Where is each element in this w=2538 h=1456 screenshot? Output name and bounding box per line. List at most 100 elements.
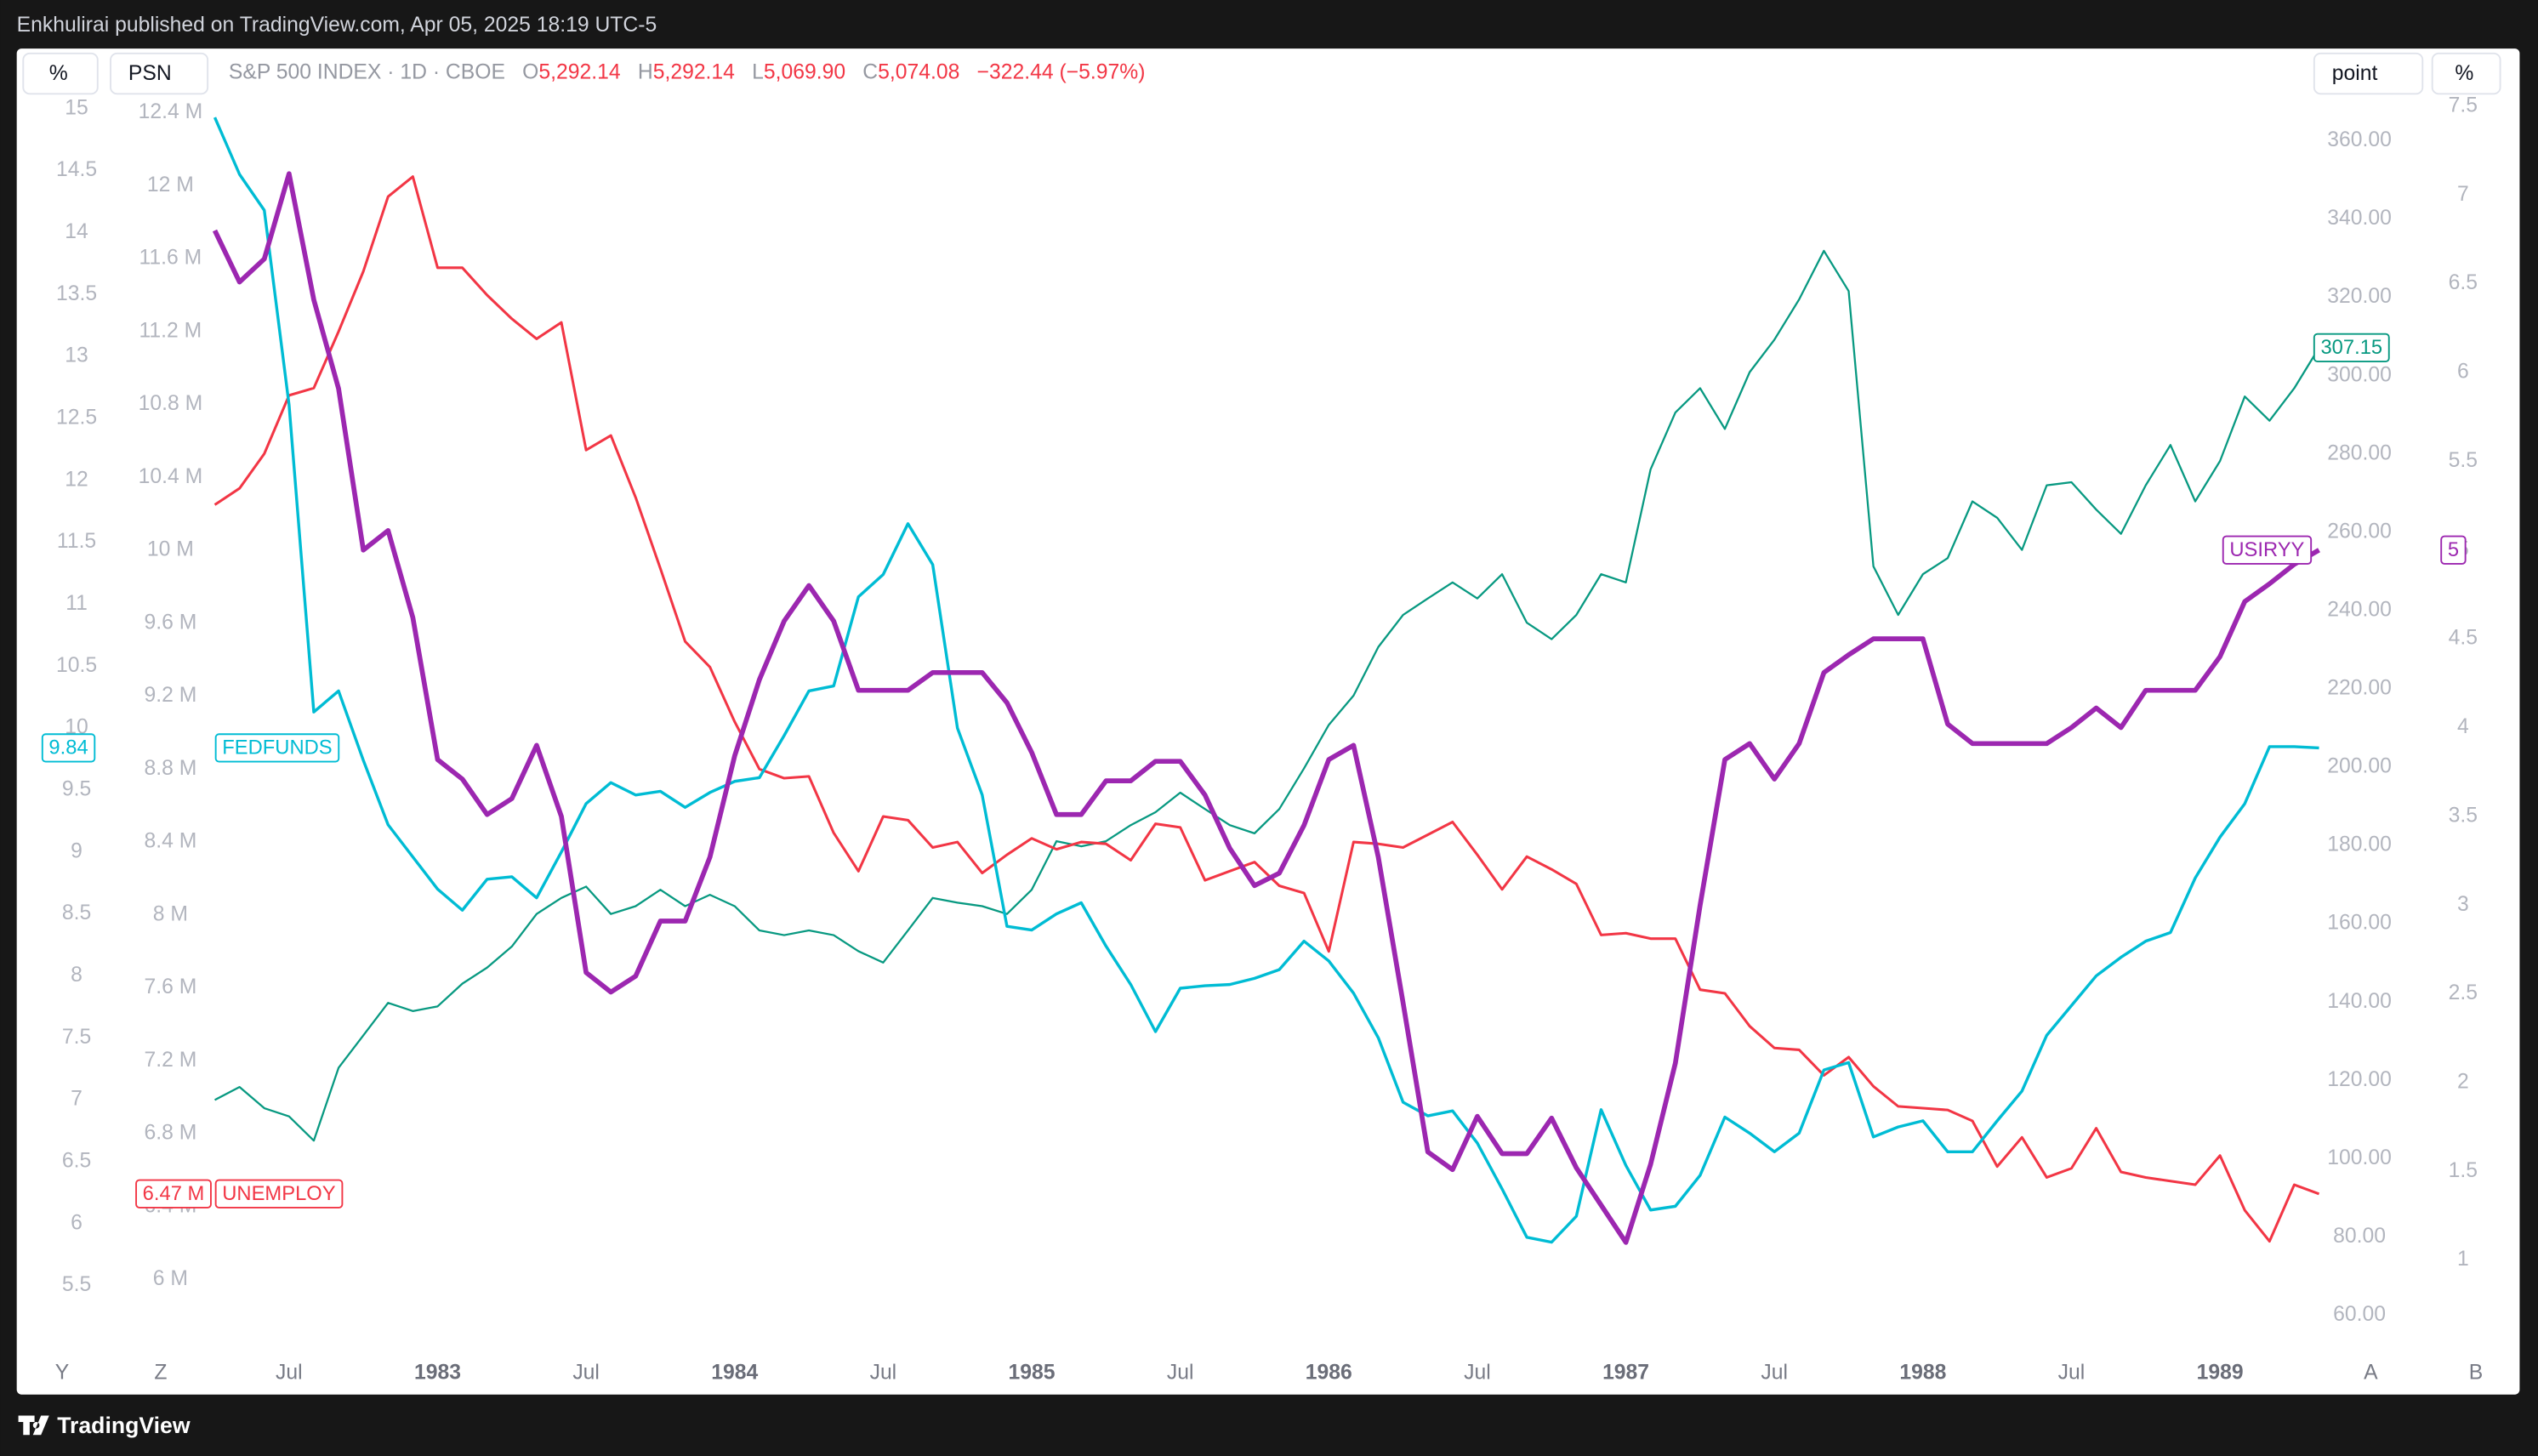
scale-button[interactable] — [2431, 52, 2501, 95]
y-tick-label: 3 — [2457, 893, 2469, 916]
legend-value: 5,069.90 — [764, 60, 845, 83]
y-tick-label: 4 — [2457, 715, 2469, 738]
y-tick-label: 360.00 — [2327, 128, 2392, 151]
last-value-badge: 5 — [2440, 535, 2467, 565]
axis-button[interactable]: B — [2469, 1362, 2484, 1385]
legend-key: H — [638, 60, 653, 83]
y-tick-label: 100.00 — [2327, 1146, 2392, 1169]
last-value-badge: 307.15 — [2313, 333, 2390, 362]
series-name-badge-box — [214, 733, 340, 763]
y-tick-label: 5.5 — [62, 1273, 91, 1296]
y-tick-label: 9 — [71, 839, 83, 862]
y-tick-label: 12 M — [147, 173, 194, 196]
last-value-badge-text: 5 — [2448, 538, 2459, 561]
last-value-badge-box — [135, 1179, 212, 1209]
series-name-badge: UNEMPLOY — [214, 1179, 344, 1209]
axis-button[interactable]: Y — [55, 1362, 70, 1385]
plot: 5.566.577.588.599.51010.51111.51212.5131… — [41, 94, 2478, 1385]
brand-name: TradingView — [57, 1413, 191, 1438]
y-tick-label: 220.00 — [2327, 677, 2392, 700]
y-tick-label: 11 — [65, 592, 88, 615]
scale-button-label[interactable]: point — [2332, 62, 2378, 85]
x-tick-label: Jul — [276, 1362, 303, 1385]
scale-button-label[interactable]: % — [49, 62, 68, 85]
y-tick-label: 9.6 M — [144, 611, 196, 634]
legend-key: O — [522, 60, 538, 83]
scale-button[interactable] — [2313, 52, 2424, 95]
legend: S&P 500 INDEX · 1D · CBOE O5,292.14 H5,2… — [229, 60, 1146, 83]
y-tick-label: 7.5 — [2449, 94, 2478, 117]
x-tick-label: 1988 — [1899, 1362, 1946, 1385]
y-tick-label: 14 — [65, 220, 88, 243]
y-tick-label: 5.5 — [2449, 449, 2478, 472]
toolbar: % PSN point % S&P 500 INDEX · 1D · CBOE … — [22, 52, 2501, 95]
x-tick-label: 1983 — [414, 1362, 461, 1385]
y-tick-label: 2 — [2457, 1071, 2469, 1094]
series-name-badge: FEDFUNDS — [214, 733, 340, 763]
y-tick-label: 160.00 — [2327, 912, 2392, 935]
legend-value: 5,074.08 — [878, 60, 959, 83]
y-tick-label: 3.5 — [2449, 804, 2478, 827]
last-value-badge-text: 307.15 — [2320, 336, 2382, 359]
legend-value: 5,292.14 — [653, 60, 735, 83]
legend-key: L — [752, 60, 764, 83]
last-value-badge-box — [2313, 333, 2390, 362]
y-tick-label: 7 — [71, 1088, 83, 1111]
x-tick-label: 1984 — [711, 1362, 758, 1385]
scale-button-label[interactable]: PSN — [128, 62, 172, 85]
x-tick-label: 1986 — [1306, 1362, 1352, 1385]
y-tick-label: 12 — [65, 468, 88, 491]
series-name-badge-box — [2222, 535, 2313, 565]
y-tick-label: 200.00 — [2327, 755, 2392, 778]
series-line — [214, 249, 2320, 1142]
series-name-badge-text: USIRYY — [2229, 538, 2304, 561]
y-tick-label: 240.00 — [2327, 598, 2392, 621]
scale-buttons: Y Z A B — [55, 1362, 2484, 1385]
y-tick-label: 13 — [65, 344, 88, 367]
y-tick-label: 11.6 M — [139, 247, 202, 270]
y-tick-label: 8 M — [153, 902, 188, 925]
y-tick-label: 14.5 — [56, 158, 97, 181]
y-tick-label: 7.6 M — [144, 975, 196, 998]
axis-button[interactable]: A — [2364, 1362, 2378, 1385]
last-value-badge-box — [41, 733, 96, 763]
series-name-badge-text: UNEMPLOY — [222, 1182, 336, 1205]
y-tick-label: 260.00 — [2327, 520, 2392, 543]
publisher-line: Enkhulirai published on TradingView.com,… — [17, 14, 657, 37]
scale-button-label[interactable]: % — [2455, 62, 2473, 85]
y-tick-label: 180.00 — [2327, 833, 2392, 856]
x-tick-label: Jul — [2058, 1362, 2086, 1385]
y-tick-label: 8 — [71, 964, 83, 987]
y-tick-label: 80.00 — [2333, 1225, 2386, 1248]
legend-change: −322.44 (−5.97%) — [977, 60, 1146, 83]
y-tick-label: 6.8 M — [144, 1122, 196, 1145]
y-tick-label: 2.5 — [2449, 981, 2478, 1004]
y-tick-label: 7 — [2457, 183, 2469, 206]
axis-button[interactable]: Z — [154, 1362, 167, 1385]
y-tick-label: 8.8 M — [144, 757, 196, 780]
y-tick-label: 4.5 — [2449, 627, 2478, 650]
scale-button[interactable] — [22, 52, 99, 95]
x-tick-label: Jul — [870, 1362, 897, 1385]
y-tick-label: 7.2 M — [144, 1049, 196, 1072]
legend-key: C — [862, 60, 878, 83]
x-tick-label: 1989 — [2197, 1362, 2244, 1385]
y-tick-label: 12.4 M — [139, 100, 203, 123]
footer: TradingView — [18, 1413, 191, 1438]
series-name-badge: USIRYY — [2222, 535, 2313, 565]
y-tick-label: 9.2 M — [144, 684, 196, 707]
y-tick-label: 15 — [65, 96, 88, 119]
scale-button[interactable] — [110, 52, 209, 95]
y-tick-label: 1.5 — [2449, 1159, 2478, 1182]
y-tick-label: 10.8 M — [139, 392, 203, 415]
series-line — [213, 175, 2320, 1243]
y-tick-label: 1 — [2457, 1248, 2469, 1271]
last-value-badge: 9.84 — [41, 733, 96, 763]
y-tick-label: 280.00 — [2327, 441, 2392, 464]
y-tick-label: 120.00 — [2327, 1068, 2392, 1091]
y-tick-label: 6.5 — [62, 1149, 91, 1172]
y-tick-label: 11.5 — [57, 530, 96, 553]
x-tick-label: Jul — [1167, 1362, 1194, 1385]
